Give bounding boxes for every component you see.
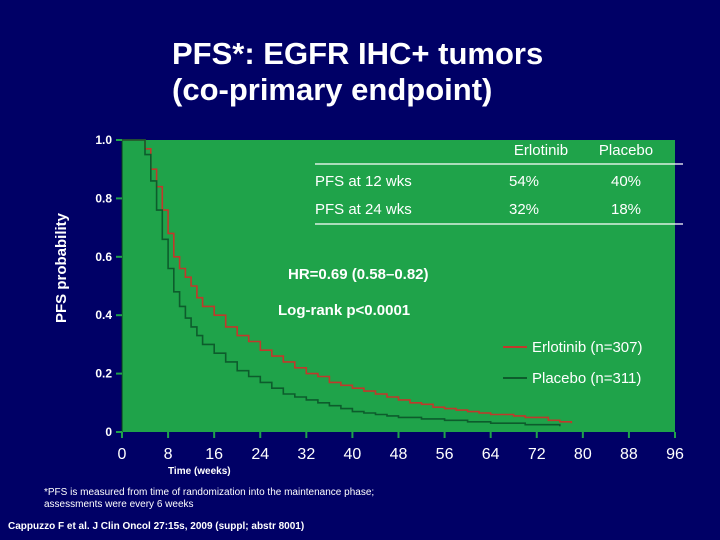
y-tick-label: 0.4: [95, 308, 112, 322]
y-axis-label: PFS probability: [53, 212, 70, 323]
x-tick-label: 80: [574, 446, 592, 463]
y-tick-label: 1.0: [95, 133, 112, 147]
x-tick-label: 48: [390, 446, 408, 463]
x-tick-label: 72: [528, 446, 546, 463]
slide-title-line1: PFS*: EGFR IHC+ tumors: [172, 36, 544, 71]
logrank-annotation: Log-rank p<0.0001: [278, 302, 410, 319]
x-tick-label: 0: [118, 446, 127, 463]
summary-table: Erlotinib Placebo PFS at 12 wks 54% 40% …: [315, 142, 683, 225]
legend: Erlotinib (n=307) Placebo (n=311): [503, 339, 642, 387]
slide-title: PFS*: EGFR IHC+ tumors (co-primary endpo…: [172, 36, 543, 108]
y-tick-label: 0.6: [95, 250, 112, 264]
y-tick-label: 0.2: [95, 367, 112, 381]
y-axis: 0 0.2 0.4 0.6 0.8 1.0: [95, 133, 123, 439]
x-tick-label: 96: [666, 446, 684, 463]
legend-label-placebo: Placebo (n=311): [532, 370, 641, 387]
x-tick-label: 40: [344, 446, 362, 463]
plot-area: [122, 140, 675, 432]
table-row-24wk-label: PFS at 24 wks: [315, 201, 412, 218]
table-header-placebo: Placebo: [599, 142, 653, 159]
table-row-24wk-placebo: 18%: [611, 201, 641, 218]
footnote: *PFS is measured from time of randomizat…: [44, 487, 524, 511]
x-tick-label: 88: [620, 446, 638, 463]
table-row-12wk-label: PFS at 12 wks: [315, 173, 412, 190]
citation: Cappuzzo F et al. J Clin Oncol 27:15s, 2…: [8, 521, 305, 532]
x-tick-label: 16: [205, 446, 223, 463]
legend-label-erlotinib: Erlotinib (n=307): [532, 339, 642, 356]
y-tick-label: 0.8: [95, 191, 112, 205]
x-tick-label: 56: [436, 446, 454, 463]
x-tick-label: 32: [297, 446, 315, 463]
x-axis: 0 8 16 24 32 40 48 56 64 72 80 88 96: [118, 432, 684, 463]
table-row-12wk-erlotinib: 54%: [509, 173, 539, 190]
series-layer: [122, 139, 573, 427]
x-axis-label: Time (weeks): [168, 466, 231, 477]
y-tick-label: 0: [105, 425, 112, 439]
footnote-line1: *PFS is measured from time of randomizat…: [44, 487, 375, 498]
table-row-12wk-placebo: 40%: [611, 173, 641, 190]
slide-title-line2: (co-primary endpoint): [172, 72, 493, 107]
table-header-erlotinib: Erlotinib: [514, 142, 568, 159]
hr-annotation: HR=0.69 (0.58–0.82): [288, 266, 429, 283]
x-tick-label: 64: [482, 446, 500, 463]
x-tick-label: 8: [164, 446, 173, 463]
placebo-curve: [122, 139, 561, 427]
table-row-24wk-erlotinib: 32%: [509, 201, 539, 218]
erlotinib-curve: [122, 139, 573, 424]
footnote-line2: assessments were every 6 weeks: [44, 499, 194, 510]
x-tick-label: 24: [251, 446, 269, 463]
